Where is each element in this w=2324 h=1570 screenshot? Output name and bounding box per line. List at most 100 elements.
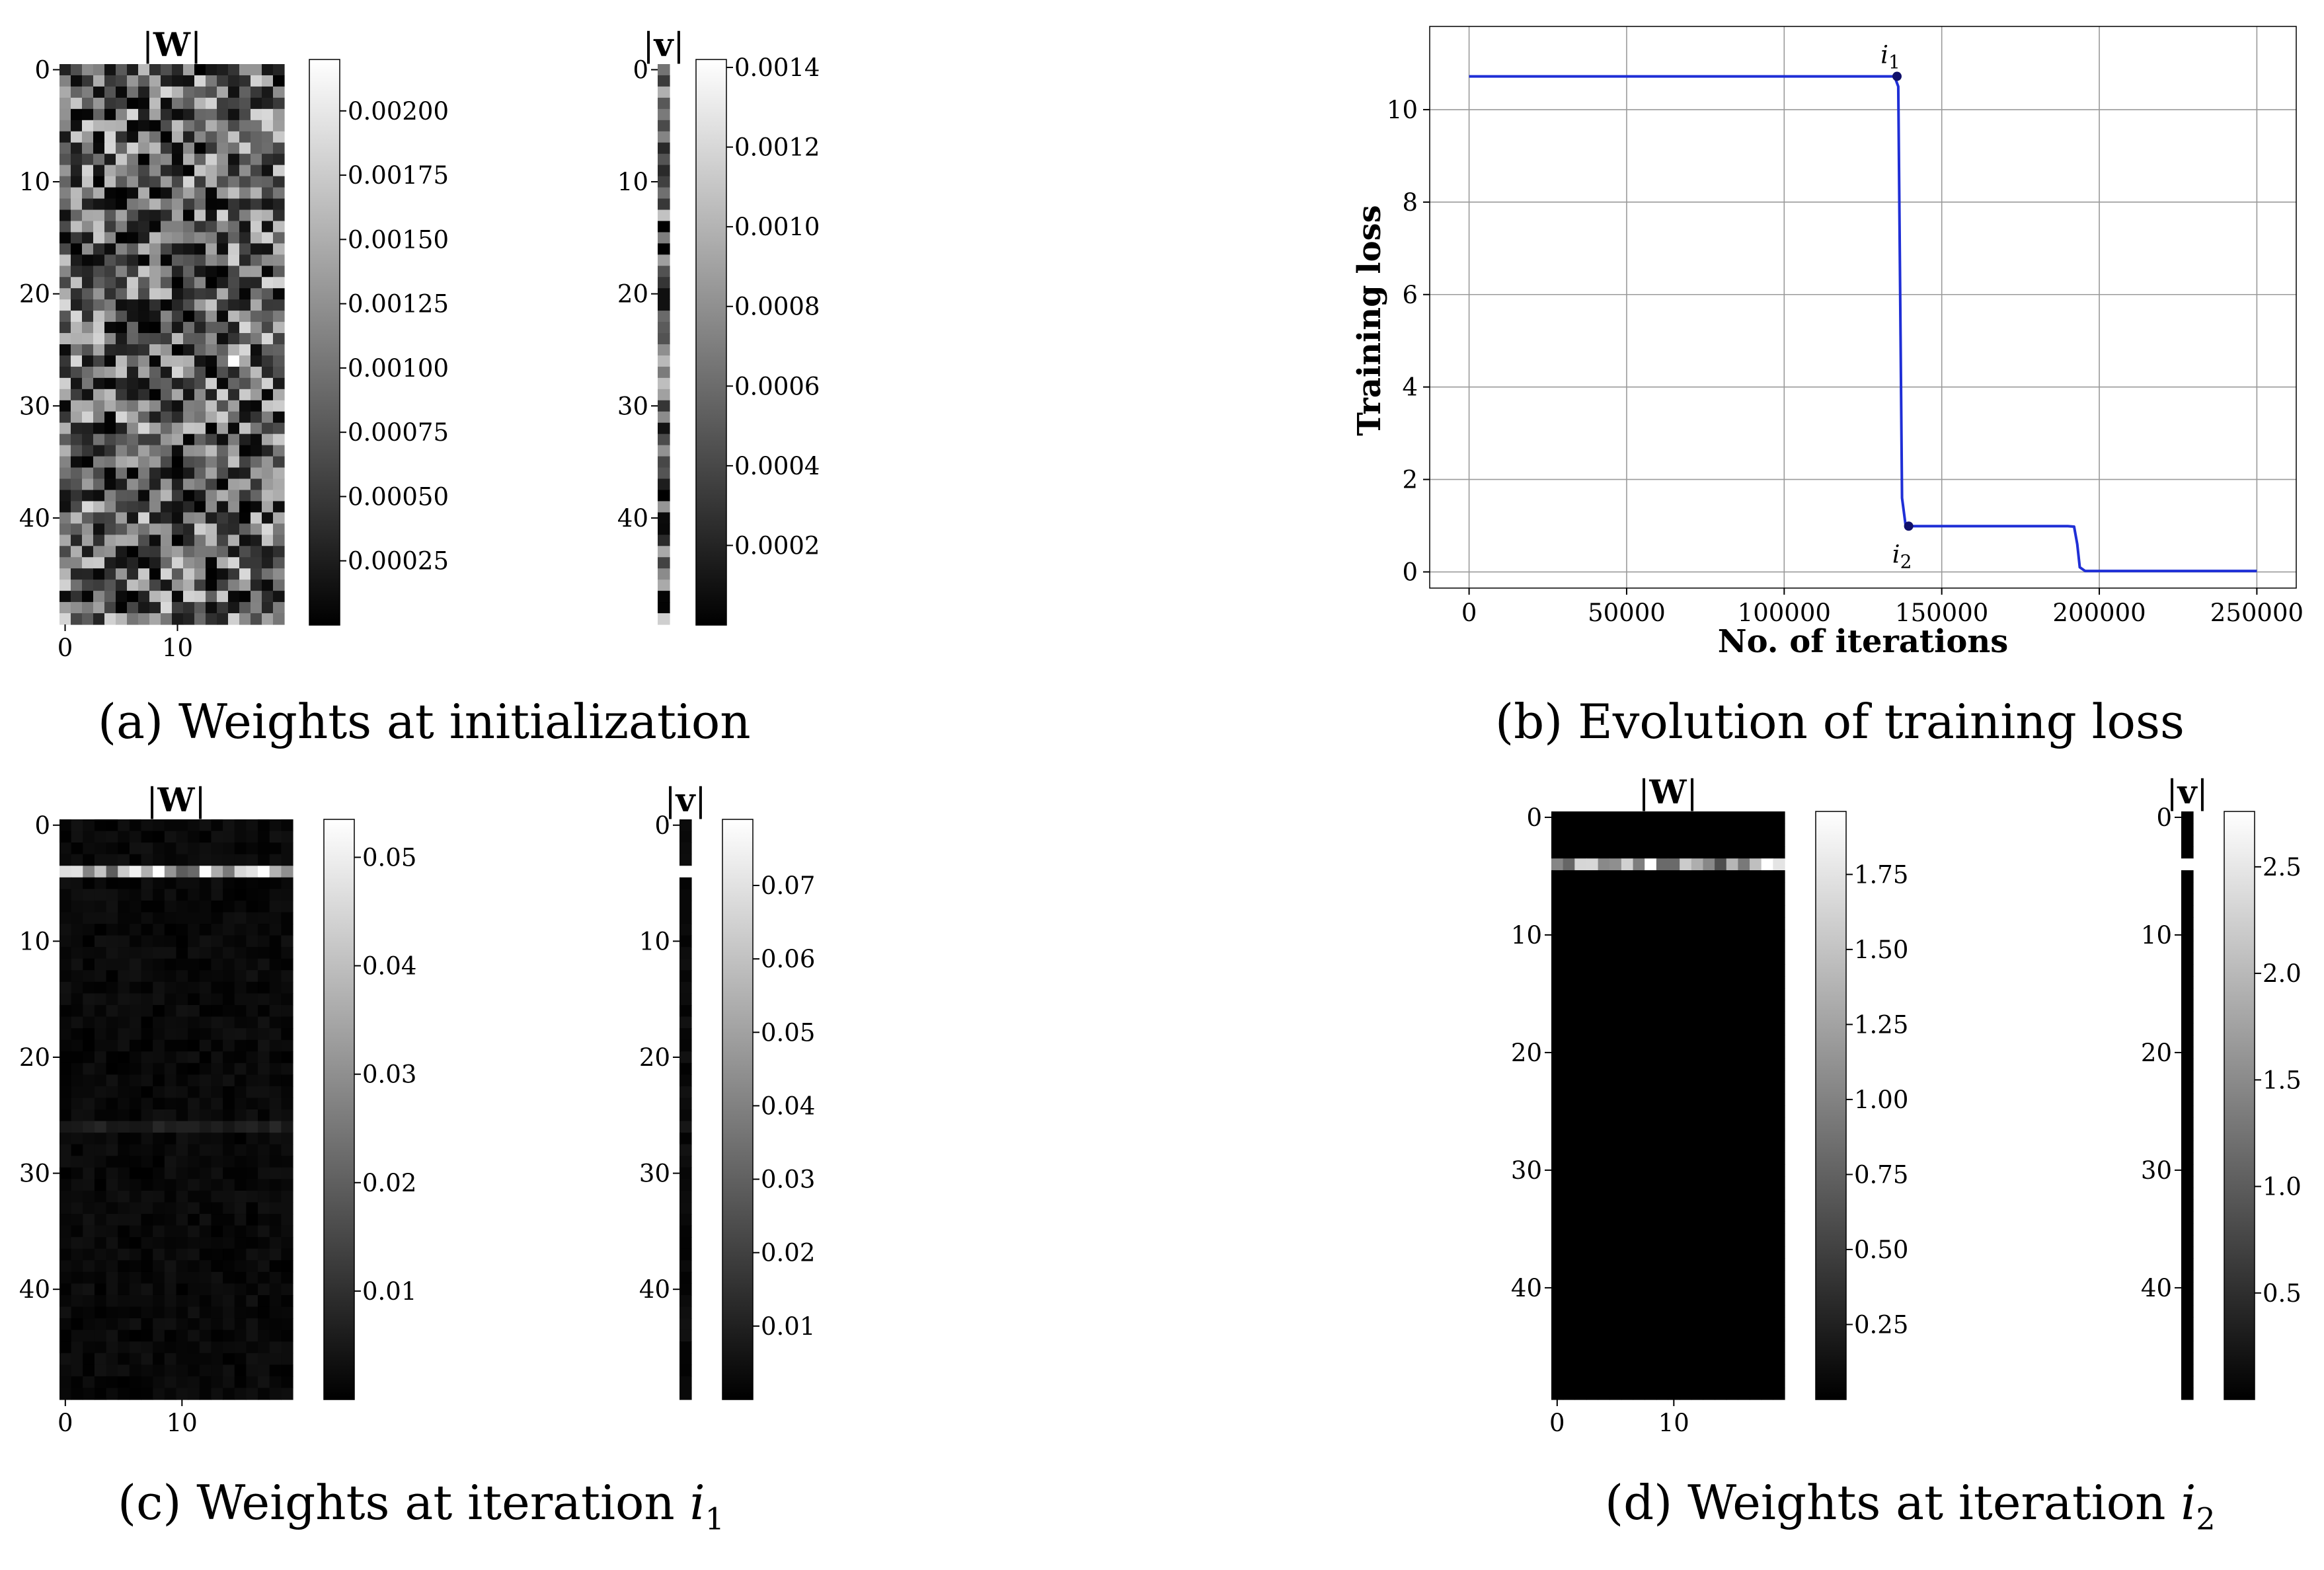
panel-c-W-cell bbox=[176, 993, 188, 1006]
panel-d-W-cell bbox=[1609, 893, 1622, 906]
panel-c-W-cell bbox=[94, 1260, 107, 1273]
panel-c-v-colorbar-tick-label: 0.05 bbox=[761, 1018, 815, 1047]
panel-a-W-cell bbox=[183, 366, 195, 379]
panel-a-W-cell bbox=[273, 333, 285, 345]
panel-a-W-cell bbox=[273, 467, 285, 480]
panel-c-W-cell bbox=[281, 958, 293, 971]
panel-d-W-cell bbox=[1703, 929, 1715, 942]
panel-a-v-cell bbox=[658, 355, 670, 367]
panel-d-W-cell bbox=[1586, 811, 1599, 824]
panel-a-W-cell bbox=[206, 591, 217, 603]
panel-a-W-cell bbox=[194, 333, 206, 345]
panel-c-W-cell bbox=[281, 1306, 293, 1319]
panel-a-W-cell bbox=[228, 187, 240, 200]
panel-d-W-cell bbox=[1656, 1117, 1669, 1130]
panel-a-W-xtick-label: 0 bbox=[58, 634, 73, 662]
panel-a-W-cell bbox=[273, 288, 285, 300]
panel-a-W-cell bbox=[172, 266, 184, 278]
panel-c-W-cell bbox=[269, 889, 282, 901]
panel-a-W-cell bbox=[262, 108, 274, 121]
panel-d-W-cell bbox=[1563, 1047, 1575, 1059]
panel-c-W-cell bbox=[106, 970, 118, 983]
panel-c-W-cell bbox=[234, 1167, 247, 1179]
panel-a-W-cell bbox=[116, 557, 128, 569]
panel-d-W-cell bbox=[1761, 1129, 1773, 1141]
panel-a-W-cell bbox=[262, 75, 274, 87]
panel-c-W-cell bbox=[188, 1133, 200, 1145]
panel-a-W-cell bbox=[251, 198, 262, 211]
panel-c-W-cell bbox=[129, 912, 142, 924]
panel-d-W-cell bbox=[1633, 835, 1645, 847]
panel-a-W-cell bbox=[273, 243, 285, 255]
panel-c-W-cell bbox=[269, 831, 282, 843]
panel-c-W-cell bbox=[106, 1121, 118, 1133]
panel-a-W-cell bbox=[262, 456, 274, 468]
panel-d-W-cell bbox=[1551, 1058, 1564, 1071]
panel-d-W-cell bbox=[1668, 964, 1680, 977]
panel-a-W-cell bbox=[172, 433, 184, 446]
panel-c-W-cell bbox=[83, 1237, 95, 1250]
panel-c-W-cell bbox=[234, 900, 247, 913]
panel-c-W-cell bbox=[176, 1144, 188, 1156]
panel-c-W-cell bbox=[234, 1156, 247, 1168]
panel-d-W-cell bbox=[1586, 1270, 1599, 1283]
panel-d-W-cell bbox=[1773, 964, 1785, 977]
panel-c-W-cell bbox=[59, 1329, 72, 1342]
panel-a-W-cell bbox=[273, 433, 285, 446]
panel-c-W-cell bbox=[223, 1063, 235, 1075]
panel-a-W-cell bbox=[82, 389, 94, 401]
panel-c-W-cell bbox=[83, 854, 95, 866]
panel-d-W-cell bbox=[1645, 1129, 1657, 1141]
panel-a-W-cell bbox=[161, 613, 173, 625]
panel-c-W-cell bbox=[269, 1109, 282, 1122]
panel-a-W-cell bbox=[206, 602, 217, 614]
panel-c-W-cell bbox=[141, 1133, 153, 1145]
panel-a-W-cell bbox=[183, 277, 195, 289]
panel-a-W-cell bbox=[217, 377, 229, 390]
panel-d-W-cell bbox=[1598, 1094, 1610, 1106]
panel-c-W-cell bbox=[118, 900, 130, 913]
panel-d-W-cell bbox=[1703, 1011, 1715, 1024]
panel-d-W-cell bbox=[1563, 1140, 1575, 1153]
panel-a-W-cell bbox=[116, 411, 128, 424]
panel-c-v-cell bbox=[679, 1063, 692, 1075]
panel-d-W-cell bbox=[1726, 846, 1738, 859]
panel-a-W-cell bbox=[239, 501, 251, 513]
panel-d-W-cell bbox=[1668, 1258, 1680, 1271]
panel-a-W-cell bbox=[172, 165, 184, 177]
panel-c-W-cell bbox=[258, 1051, 270, 1064]
panel-c-W-cell bbox=[164, 1225, 177, 1238]
panel-d-W-cell bbox=[1703, 846, 1715, 859]
panel-d-W-cell bbox=[1563, 976, 1575, 989]
panel-d-W-cell bbox=[1574, 917, 1587, 930]
panel-c-W-cell bbox=[106, 1248, 118, 1261]
panel-d-W-cell bbox=[1621, 917, 1634, 930]
panel-d-W-cell bbox=[1691, 1341, 1704, 1353]
panel-d-W-cell bbox=[1691, 1329, 1704, 1341]
panel-a-W-cell bbox=[172, 613, 184, 625]
panel-a-W-cell bbox=[149, 501, 161, 513]
panel-a-W-cell bbox=[172, 579, 184, 591]
panel-c-W-cell bbox=[106, 981, 118, 994]
panel-d-W-cell bbox=[1715, 940, 1727, 953]
panel-a-W-cell bbox=[93, 333, 105, 345]
panel-c-W-cell bbox=[176, 1063, 188, 1075]
panel-a-W-cell bbox=[239, 266, 251, 278]
panel-a-W-cell bbox=[149, 311, 161, 322]
panel-c-W-cell bbox=[106, 1271, 118, 1284]
panel-c-W-cell bbox=[164, 1329, 177, 1342]
panel-a-W-cell bbox=[161, 153, 173, 166]
panel-c-W-cell bbox=[94, 866, 107, 878]
panel-a-W-cell bbox=[116, 311, 128, 322]
panel-d-v-cell bbox=[2181, 1341, 2194, 1353]
panel-d-W-cell bbox=[1633, 1329, 1645, 1341]
panel-d-W-cell bbox=[1715, 1258, 1727, 1271]
panel-a-W-cell bbox=[93, 254, 105, 266]
panel-c-W-cell bbox=[118, 1364, 130, 1377]
panel-d-W-cell bbox=[1668, 1352, 1680, 1365]
panel-d-W-cell bbox=[1726, 1234, 1738, 1248]
panel-d-W-cell bbox=[1726, 835, 1738, 847]
panel-a-W-cell bbox=[172, 243, 184, 255]
panel-c-W-cell bbox=[176, 1214, 188, 1226]
panel-d-W-cell bbox=[1633, 905, 1645, 918]
